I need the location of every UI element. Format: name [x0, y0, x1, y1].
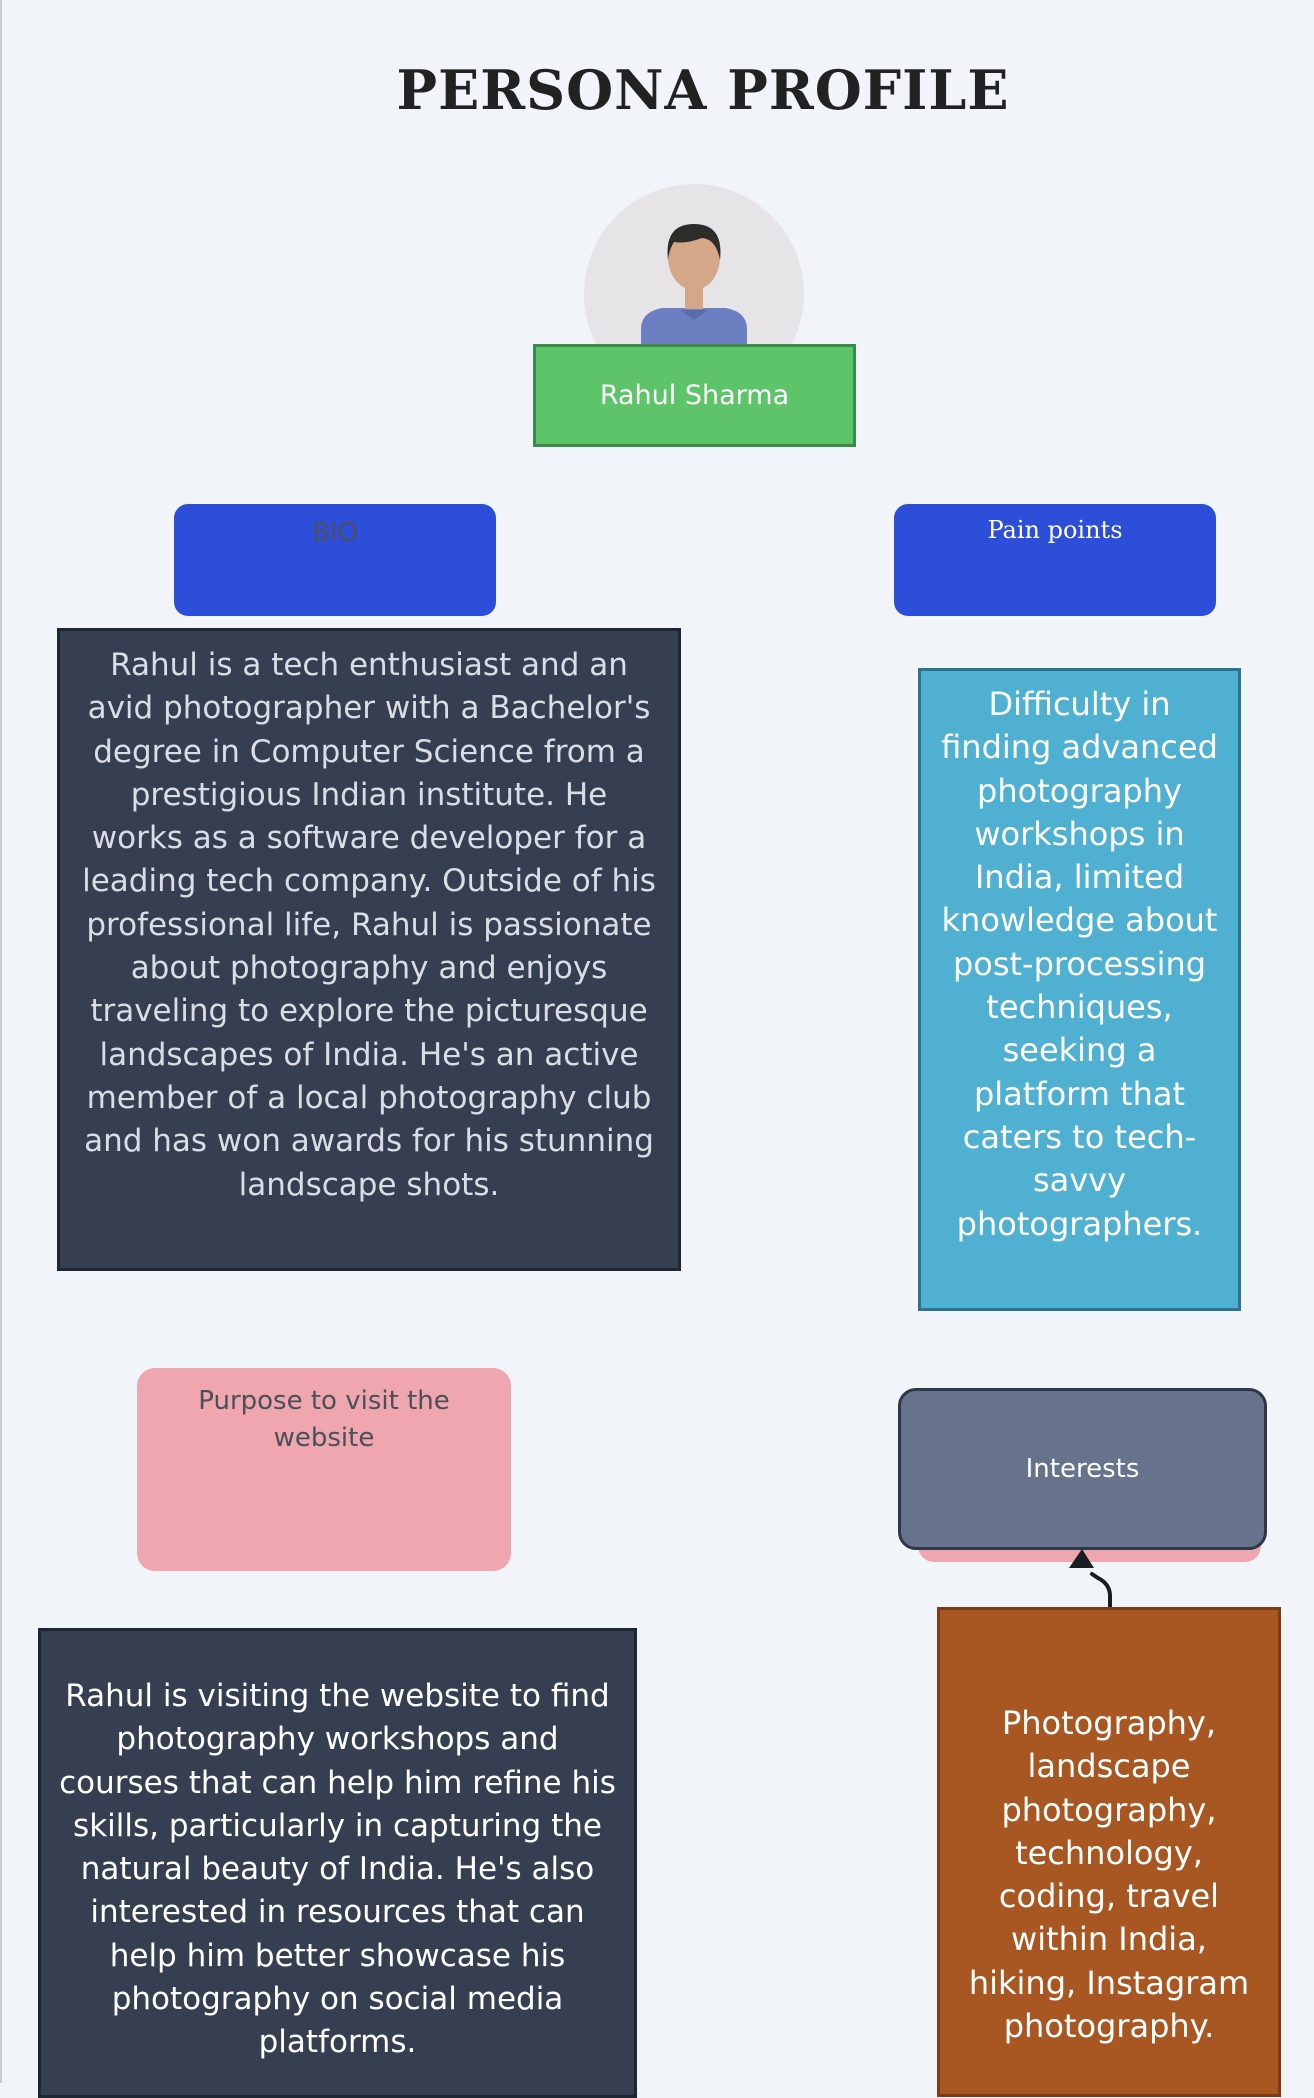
interests-text-box: Photography, landscape photography, tech… — [937, 1607, 1281, 2097]
arrow-up-icon — [1069, 1549, 1112, 1614]
persona-name: Rahul Sharma — [599, 380, 790, 411]
page-left-border — [0, 0, 2, 2083]
pain-points-header-label: Pain points — [987, 516, 1123, 544]
pain-points-text-box: Difficulty in finding advanced photograp… — [918, 668, 1241, 1311]
purpose-text: Rahul is visiting the website to find ph… — [59, 1678, 616, 2061]
interests-header-label: Interests — [1025, 1454, 1140, 1484]
bio-text-box: Rahul is a tech enthusiast and an avid p… — [57, 628, 681, 1271]
purpose-text-box: Rahul is visiting the website to find ph… — [38, 1628, 637, 2098]
purpose-header: Purpose to visit the website — [137, 1368, 511, 1571]
bio-header-label: BIO — [312, 518, 358, 548]
persona-name-box: Rahul Sharma — [533, 344, 856, 447]
interests-header: Interests — [898, 1388, 1267, 1550]
pain-points-text: Difficulty in finding advanced photograp… — [941, 685, 1218, 1243]
interests-text: Photography, landscape photography, tech… — [968, 1704, 1250, 2046]
purpose-header-label: Purpose to visit the website — [198, 1386, 450, 1453]
bio-header: BIO — [174, 504, 496, 616]
page-title: PERSONA PROFILE — [396, 58, 1010, 122]
pain-points-header: Pain points — [894, 504, 1216, 616]
bio-text: Rahul is a tech enthusiast and an avid p… — [82, 647, 656, 1203]
